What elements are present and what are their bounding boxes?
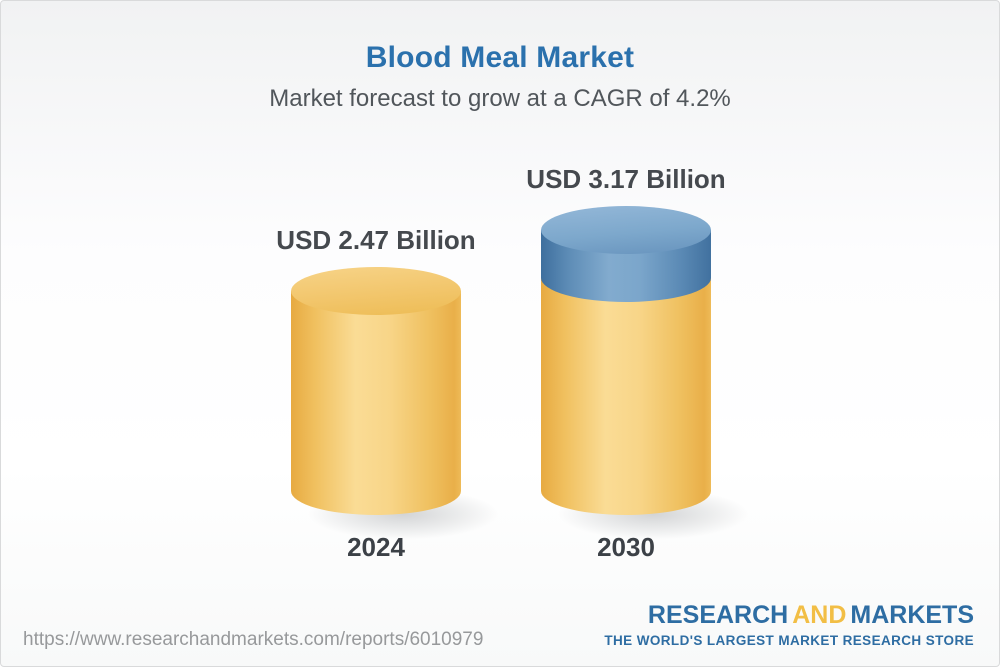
researchandmarkets-logo[interactable]: RESEARCH AND MARKETS THE WORLD'S LARGEST M… [604,601,974,648]
logo-tagline: THE WORLD'S LARGEST MARKET RESEARCH STOR… [604,632,974,648]
value-label-2030: USD 3.17 Billion [526,164,726,194]
logo-word-markets: MARKETS [850,601,974,629]
logo-wordmark: RESEARCH AND MARKETS [647,601,974,630]
category-label-2030: 2030 [597,532,655,562]
source-url-link[interactable]: https://www.researchandmarkets.com/repor… [23,629,484,650]
bar-2024-cylinder [291,267,461,515]
bar-2024-body [291,291,461,515]
bar-2030-cap [541,206,711,254]
chart-title: Blood Meal Market [365,41,635,74]
category-label-2024: 2024 [347,532,405,562]
value-label-2024: USD 2.47 Billion [276,225,476,255]
bar-2024-cap [291,267,461,315]
bar-2030-base-segment [541,278,711,515]
bar-2030-cylinder [541,206,711,515]
logo-word-and: AND [792,601,847,629]
chart-subtitle: Market forecast to grow at a CAGR of 4.2… [269,85,731,112]
logo-word-research: RESEARCH [647,601,789,629]
